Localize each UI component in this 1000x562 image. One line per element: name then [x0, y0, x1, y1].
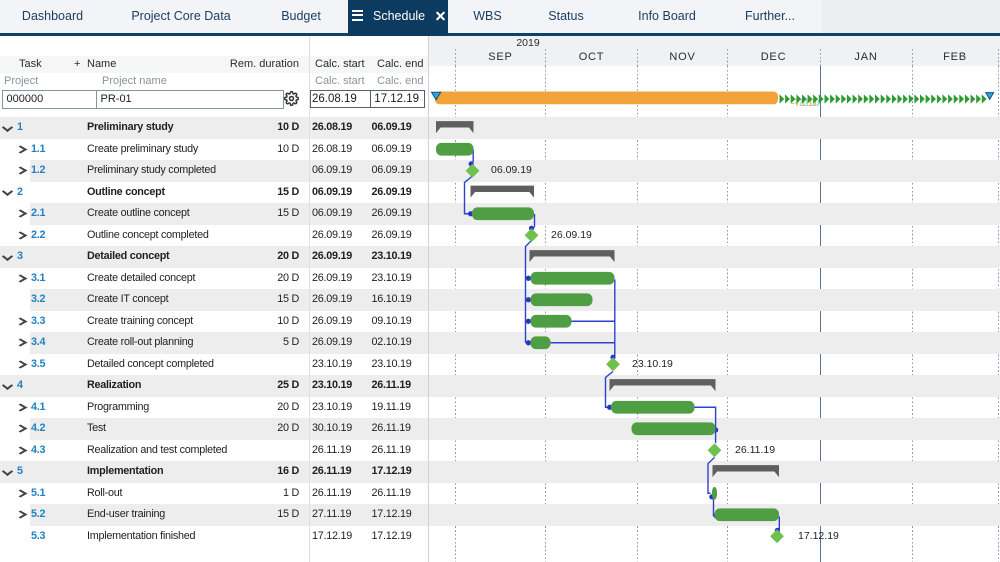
svg-text:-71 D: -71 D: [795, 97, 821, 109]
svg-text:-71 D: -71 D: [791, 97, 817, 109]
